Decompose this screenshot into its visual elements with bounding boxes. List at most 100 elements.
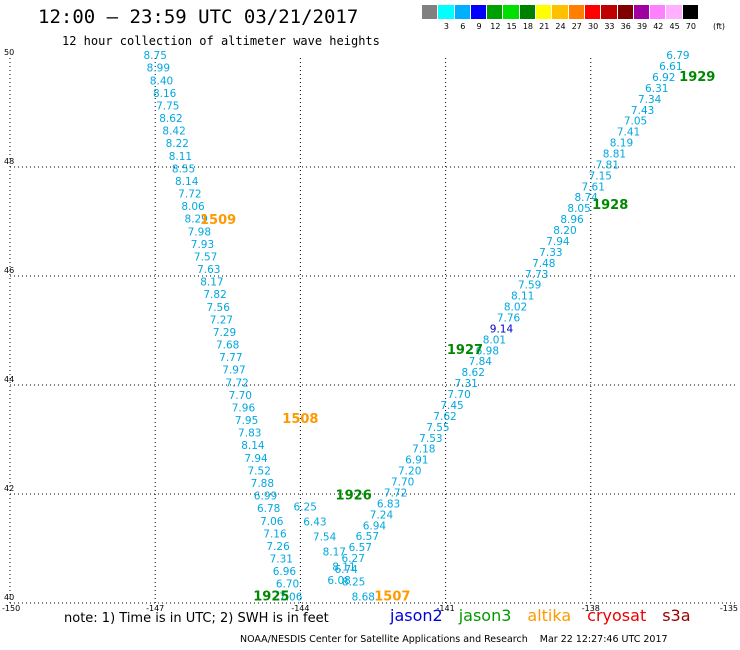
- swh-value-label: 6.98: [476, 345, 499, 357]
- swh-value-label: 7.73: [525, 269, 548, 281]
- color-scale-cell: 39: [633, 5, 651, 31]
- swh-value-label: 7.31: [270, 554, 293, 566]
- swh-value-label: 6.91: [405, 455, 428, 467]
- swh-value-label: 8.11: [511, 291, 534, 303]
- color-swatch: [650, 5, 667, 19]
- swh-value-label: 6.83: [377, 498, 400, 510]
- swh-value-label: 8.16: [153, 88, 177, 100]
- swh-value-label: 7.31: [454, 378, 477, 390]
- color-scale-label: 3: [443, 22, 449, 31]
- swh-value-label: 6.94: [363, 520, 387, 532]
- color-scale-label: 42: [653, 22, 664, 31]
- swh-value-label: 7.97: [222, 365, 245, 377]
- swh-value-label: 7.75: [156, 100, 179, 112]
- swh-value-label: 7.05: [624, 116, 647, 128]
- swh-value-label: 8.81: [603, 148, 626, 160]
- color-scale-cell: 42: [650, 5, 667, 31]
- swh-value-label: 7.98: [188, 226, 211, 238]
- legend-item-jason2: jason2: [390, 606, 443, 625]
- swh-value-label: 8.19: [610, 138, 633, 150]
- swh-value-label: 8.62: [462, 367, 485, 379]
- swh-value-label: 7.15: [589, 170, 612, 182]
- swh-value-label: 7.41: [617, 127, 640, 139]
- satellite-legend: jason2 jason3 altika cryosat s3a: [390, 606, 707, 625]
- swh-value-label: 7.70: [447, 389, 470, 401]
- color-swatch: [568, 5, 585, 19]
- color-swatch: [503, 5, 520, 19]
- swh-value-label: 7.62: [433, 411, 456, 423]
- swh-value-label: 7.06: [279, 591, 303, 603]
- y-tick-label: 42: [4, 484, 14, 493]
- swh-value-label: 9.14: [490, 323, 514, 335]
- swh-value-label: 7.34: [638, 94, 662, 106]
- swh-value-label: 6.79: [666, 50, 689, 62]
- pass-number-label: 1928: [592, 198, 628, 213]
- swh-value-label: 7.63: [197, 264, 220, 276]
- color-swatch: [601, 5, 618, 19]
- swh-value-label: 8.99: [147, 63, 170, 75]
- color-scale-cell: 9: [470, 5, 488, 31]
- swh-value-label: 8.55: [172, 163, 195, 175]
- swh-value-label: 7.93: [191, 239, 214, 251]
- swh-value-label: 8.20: [553, 225, 576, 237]
- swh-value-label: 7.94: [244, 453, 268, 465]
- swh-value-label: 7.88: [251, 478, 274, 490]
- color-swatch: [438, 5, 455, 19]
- swh-value-label: 6.99: [254, 491, 277, 503]
- swh-value-label: 6.74: [334, 564, 358, 576]
- swh-value-label: 6.57: [349, 542, 372, 554]
- swh-value-label: 8.25: [342, 576, 365, 588]
- swh-value-label: 8.75: [144, 50, 167, 62]
- swh-value-label: 7.81: [596, 159, 619, 171]
- swh-value-label: 7.45: [440, 400, 463, 412]
- color-scale-label: 12: [490, 22, 501, 31]
- y-tick-label: 48: [4, 157, 14, 166]
- color-scale-label: 6: [460, 22, 466, 31]
- swh-value-label: 6.61: [659, 61, 682, 73]
- swh-value-label: 7.56: [207, 302, 231, 314]
- color-scale-cell: 36: [617, 5, 634, 31]
- swh-value-label: 7.76: [497, 313, 521, 325]
- swh-value-label: 7.24: [370, 509, 394, 521]
- legend-item-s3a: s3a: [662, 606, 691, 625]
- pass-number-label: 1927: [447, 343, 483, 358]
- color-scale-label: 18: [522, 22, 534, 31]
- swh-value-label: 7.55: [426, 422, 449, 434]
- color-scale-cell: 6: [454, 5, 471, 31]
- footer-note: note: 1) Time is in UTC; 2) SWH is in fe…: [64, 611, 329, 626]
- swh-value-label: 7.06: [260, 516, 284, 528]
- color-swatch: [422, 5, 439, 19]
- swh-value-label: 7.68: [216, 340, 239, 352]
- swh-value-label: 7.20: [398, 466, 421, 478]
- swh-value-label: 7.26: [266, 541, 290, 553]
- swh-value-label: 6.43: [303, 516, 326, 528]
- color-scale-label: 45: [669, 22, 680, 31]
- color-scale-cell: 12: [487, 5, 504, 31]
- swh-value-label: 8.06: [181, 201, 205, 213]
- swh-value-label: 6.70: [276, 579, 299, 591]
- color-scale-label: 9: [476, 22, 482, 31]
- pass-number-label: 1508: [282, 412, 318, 427]
- color-scale-label: 36: [620, 22, 631, 31]
- swh-value-label: 7.48: [532, 258, 555, 270]
- color-swatch: [454, 5, 471, 19]
- color-scale-cell: 33: [601, 5, 618, 31]
- color-scale-cell: 30: [584, 5, 602, 31]
- swh-value-label: 8.40: [150, 75, 173, 87]
- swh-value-label: 7.29: [213, 327, 236, 339]
- swh-value-label: 7.43: [631, 105, 654, 117]
- swh-value-label: 8.14: [175, 176, 199, 188]
- chart-subtitle: 12 hour collection of altimeter wave hei…: [62, 34, 380, 48]
- color-swatch: [519, 5, 537, 19]
- color-swatch: [536, 5, 553, 19]
- swh-value-label: 8.05: [567, 203, 590, 215]
- swh-value-label: 8.17: [323, 546, 346, 558]
- swh-value-label: 7.96: [232, 402, 256, 414]
- pass-number-label: 1925: [253, 589, 289, 604]
- color-swatch: [633, 5, 651, 19]
- color-scale-cell: 18: [519, 5, 537, 31]
- pass-number-label: 1507: [374, 589, 410, 604]
- swh-value-label: 7.82: [203, 289, 226, 301]
- swh-value-label: 8.11: [332, 561, 355, 573]
